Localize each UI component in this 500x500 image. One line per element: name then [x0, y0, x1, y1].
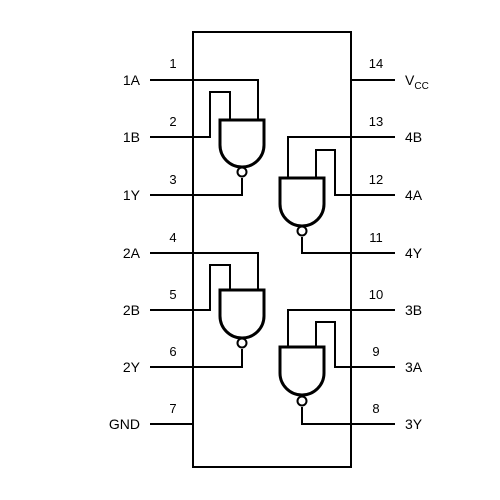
pin-8-label: 3Y [405, 416, 423, 432]
nand-gate-3 [278, 309, 351, 425]
pin-6-number: 6 [169, 344, 176, 359]
pin-1-number: 1 [169, 56, 176, 71]
nand-gate-4 [278, 136, 351, 254]
pin-4-label: 2A [123, 245, 141, 261]
nand-gate-1 [193, 79, 266, 196]
pin-6-label: 2Y [123, 359, 141, 375]
pin-12-number: 12 [369, 172, 383, 187]
pin-11-number: 11 [369, 230, 383, 245]
pin-9-number: 9 [372, 344, 379, 359]
pin-14-label: VCC [405, 72, 429, 92]
pin-3-number: 3 [169, 172, 176, 187]
pin-7-number: 7 [169, 401, 176, 416]
pin-11-label: 4Y [405, 245, 423, 261]
pin-2-label: 1B [123, 129, 140, 145]
pin-3-label: 1Y [123, 187, 141, 203]
pin-1-label: 1A [123, 72, 141, 88]
pin-14-number: 14 [369, 56, 383, 71]
pin-14-label-subscript: CC [414, 81, 428, 92]
pin-9-label: 3A [405, 359, 423, 375]
pin-4-number: 4 [169, 230, 176, 245]
pin-7-label: GND [109, 416, 140, 432]
pin-10-label: 3B [405, 302, 422, 318]
pin-2-number: 2 [169, 114, 176, 129]
nand-gate-2 [193, 252, 266, 368]
chip-body [192, 31, 352, 468]
pin-8-number: 8 [372, 401, 379, 416]
pin-13-number: 13 [369, 114, 383, 129]
pin-13-label: 4B [405, 129, 422, 145]
pin-5-label: 2B [123, 302, 140, 318]
pin-5-number: 5 [169, 287, 176, 302]
pin-14-label-main: V [405, 72, 415, 88]
pin-10-number: 10 [369, 287, 383, 302]
pin-12-label: 4A [405, 187, 423, 203]
